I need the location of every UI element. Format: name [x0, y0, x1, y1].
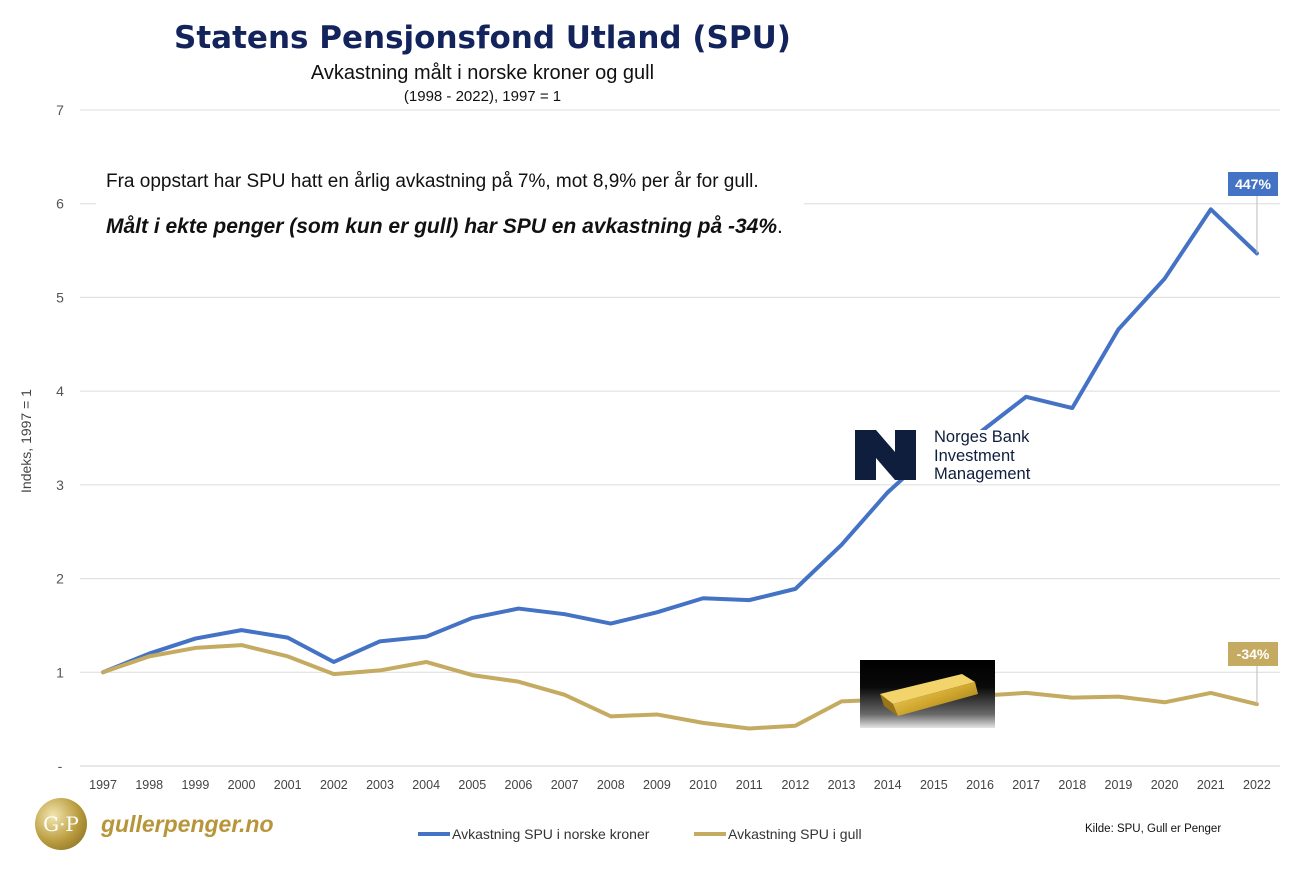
x-tick-label: 2009	[643, 778, 671, 792]
annotation-line-2-period: .	[777, 215, 783, 238]
x-tick-label: 2005	[458, 778, 486, 792]
x-tick-label: 2016	[966, 778, 994, 792]
x-tick-label: 2004	[412, 778, 440, 792]
source-note: Kilde: SPU, Gull er Penger	[1085, 823, 1222, 835]
end-label: 447%	[1235, 176, 1271, 192]
end-label-box	[1228, 172, 1278, 196]
x-tick-label: 1997	[89, 778, 117, 792]
x-tick-label: 2014	[874, 778, 902, 792]
gold-bar-image	[860, 660, 995, 728]
chart-title: Statens Pensjonsfond Utland (SPU)	[174, 20, 791, 56]
y-tick-label: 2	[56, 571, 64, 587]
gold-bar-icon	[880, 674, 978, 716]
x-tick-label: 2001	[274, 778, 302, 792]
x-tick-label: 2020	[1151, 778, 1179, 792]
brand-name: gullerpenger.no	[101, 811, 274, 837]
y-tick-label: 5	[56, 289, 64, 305]
logo-monogram: G·P	[43, 812, 79, 836]
gullerpenger-logo: G·P	[35, 798, 87, 850]
y-tick-label: 1	[56, 664, 64, 680]
y-tick-label: -	[58, 758, 63, 774]
legend-label-gold: Avkastning SPU i gull	[728, 826, 862, 842]
annotation-line-2: Målt i ekte penger (som kun er gull) har…	[106, 215, 783, 239]
legend-item-nok: Avkastning SPU i norske kroner	[418, 826, 649, 842]
end-label-box	[1228, 642, 1278, 666]
x-tick-label: 2006	[505, 778, 533, 792]
x-tick-label: 2003	[366, 778, 394, 792]
annotation-line-1: Fra oppstart har SPU hatt en årlig avkas…	[106, 171, 759, 192]
nbim-logo: Norges Bank Investment Management	[855, 428, 1065, 483]
x-tick-label: 2022	[1243, 778, 1271, 792]
x-tick-label: 2002	[320, 778, 348, 792]
series-line-1	[101, 643, 1259, 731]
annotation-box: Fra oppstart har SPU hatt en årlig avkas…	[96, 158, 804, 250]
x-tick-label: 1999	[181, 778, 209, 792]
y-axis-ticks: - 1 2 3 4 5 6 7	[56, 102, 64, 774]
y-tick-label: 7	[56, 102, 64, 118]
legend-label-nok: Avkastning SPU i norske kroner	[452, 826, 650, 842]
y-tick-label: 3	[56, 477, 64, 493]
x-axis-ticks: 1997 1998 1999 2000 2001 2002 2003 2004 2005 2006…	[89, 778, 1271, 792]
y-tick-label: 4	[56, 383, 64, 399]
x-tick-label: 2018	[1058, 778, 1086, 792]
nbim-logo-text: Norges Bank Investment Management	[934, 428, 1031, 483]
x-tick-label: 2008	[597, 778, 625, 792]
x-tick-label: 2000	[228, 778, 256, 792]
nbim-n-mark-icon	[855, 430, 916, 480]
end-label: -34%	[1237, 646, 1270, 662]
x-tick-label: 2021	[1197, 778, 1225, 792]
x-tick-label: 2015	[920, 778, 948, 792]
series-lines: 447% -34%	[101, 172, 1278, 731]
annotation-line-2-text: Målt i ekte penger (som kun er gull) har…	[106, 215, 778, 238]
x-tick-label: 2010	[689, 778, 717, 792]
x-tick-label: 2013	[828, 778, 856, 792]
legend-item-gold: Avkastning SPU i gull	[694, 826, 862, 842]
legend-swatch-gold	[694, 832, 726, 836]
series-line-0	[101, 207, 1259, 675]
chart-subtitle: Avkastning målt i norske kroner og gull	[310, 62, 655, 84]
x-tick-label: 1998	[135, 778, 163, 792]
x-tick-label: 2007	[551, 778, 579, 792]
x-tick-label: 2017	[1012, 778, 1040, 792]
x-tick-label: 2011	[736, 778, 763, 792]
y-tick-label: 6	[56, 196, 64, 212]
chart-subtitle-period: (1998 - 2022), 1997 = 1	[403, 88, 562, 105]
y-axis-label: Indeks, 1997 = 1	[18, 389, 34, 493]
x-tick-label: 2012	[781, 778, 809, 792]
legend-swatch-nok	[418, 832, 450, 836]
x-tick-label: 2019	[1105, 778, 1133, 792]
